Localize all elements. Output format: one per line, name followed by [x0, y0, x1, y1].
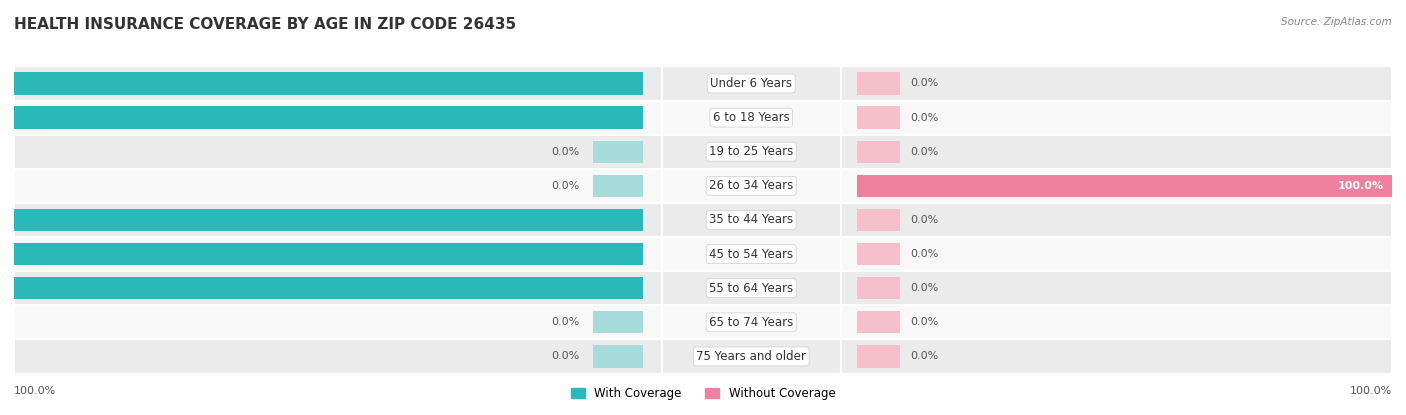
Bar	[856, 141, 900, 163]
Bar	[662, 134, 841, 169]
Text: 0.0%: 0.0%	[910, 317, 939, 327]
Text: 100.0%: 100.0%	[0, 215, 4, 225]
Bar	[592, 311, 643, 333]
Bar	[14, 72, 643, 95]
Text: 100.0%: 100.0%	[0, 112, 4, 122]
Bar	[662, 169, 841, 203]
Bar	[14, 277, 643, 299]
Bar	[592, 141, 643, 163]
Text: 26 to 34 Years: 26 to 34 Years	[709, 179, 793, 192]
Bar	[662, 66, 841, 100]
Bar	[662, 100, 841, 134]
Bar	[856, 72, 900, 95]
Bar	[856, 311, 900, 333]
Text: 100.0%: 100.0%	[1350, 386, 1392, 396]
Bar	[14, 100, 662, 134]
Bar	[662, 271, 841, 305]
Text: 0.0%: 0.0%	[910, 147, 939, 157]
Bar	[856, 107, 900, 129]
Bar	[841, 66, 1392, 100]
Bar	[14, 243, 643, 265]
Text: 0.0%: 0.0%	[910, 112, 939, 122]
Bar	[14, 305, 662, 339]
Bar	[841, 305, 1392, 339]
Bar	[856, 209, 900, 231]
Text: 0.0%: 0.0%	[910, 78, 939, 88]
Bar	[856, 243, 900, 265]
Bar	[662, 237, 841, 271]
Bar	[841, 100, 1392, 134]
Text: 100.0%: 100.0%	[0, 249, 4, 259]
Text: 100.0%: 100.0%	[14, 386, 56, 396]
Text: 100.0%: 100.0%	[0, 283, 4, 293]
Bar	[662, 305, 841, 339]
Text: 0.0%: 0.0%	[910, 352, 939, 361]
Text: 6 to 18 Years: 6 to 18 Years	[713, 111, 790, 124]
Text: 45 to 54 Years: 45 to 54 Years	[709, 248, 793, 261]
Bar	[841, 271, 1392, 305]
Text: 75 Years and older: 75 Years and older	[696, 350, 806, 363]
Bar	[14, 237, 662, 271]
Bar	[841, 237, 1392, 271]
Bar	[14, 203, 662, 237]
Bar	[14, 339, 662, 374]
Text: 0.0%: 0.0%	[551, 147, 579, 157]
Bar	[592, 175, 643, 197]
Text: 0.0%: 0.0%	[551, 352, 579, 361]
Text: 0.0%: 0.0%	[910, 249, 939, 259]
Text: 19 to 25 Years: 19 to 25 Years	[709, 145, 793, 158]
Text: 100.0%: 100.0%	[0, 78, 4, 88]
Bar	[14, 134, 662, 169]
Text: 0.0%: 0.0%	[910, 215, 939, 225]
Bar	[841, 203, 1392, 237]
Text: 0.0%: 0.0%	[910, 283, 939, 293]
Bar	[856, 345, 900, 368]
Bar	[662, 203, 841, 237]
Bar	[856, 277, 900, 299]
Bar	[841, 339, 1392, 374]
Bar	[841, 169, 1392, 203]
Bar	[841, 134, 1392, 169]
Text: 100.0%: 100.0%	[1339, 181, 1384, 191]
Text: HEALTH INSURANCE COVERAGE BY AGE IN ZIP CODE 26435: HEALTH INSURANCE COVERAGE BY AGE IN ZIP …	[14, 17, 516, 32]
Text: 0.0%: 0.0%	[551, 317, 579, 327]
Bar	[592, 345, 643, 368]
Text: Source: ZipAtlas.com: Source: ZipAtlas.com	[1281, 17, 1392, 27]
Legend: With Coverage, Without Coverage: With Coverage, Without Coverage	[565, 383, 841, 405]
Bar	[14, 66, 662, 100]
Bar	[14, 271, 662, 305]
Bar	[856, 175, 1392, 197]
Bar	[662, 339, 841, 374]
Text: 55 to 64 Years: 55 to 64 Years	[709, 282, 793, 295]
Bar	[14, 169, 662, 203]
Text: 0.0%: 0.0%	[551, 181, 579, 191]
Text: 35 to 44 Years: 35 to 44 Years	[709, 213, 793, 227]
Text: 65 to 74 Years: 65 to 74 Years	[709, 316, 793, 329]
Bar	[14, 209, 643, 231]
Bar	[14, 107, 643, 129]
Text: Under 6 Years: Under 6 Years	[710, 77, 792, 90]
